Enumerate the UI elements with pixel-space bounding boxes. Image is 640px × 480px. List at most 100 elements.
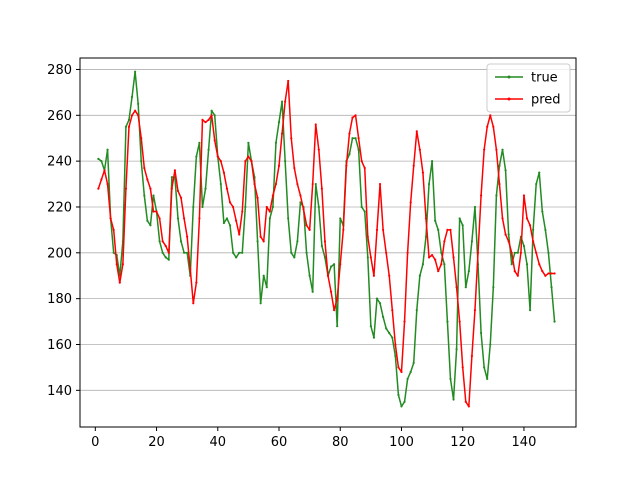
data-point [320,244,323,248]
data-point [256,196,259,199]
data-point [198,141,201,144]
data-point [124,125,128,128]
data-point [326,274,330,277]
data-point [323,240,327,243]
x-tick-label: 80 [332,435,349,450]
data-point [385,327,388,330]
data-point [183,217,186,220]
data-point [268,210,271,213]
data-point [228,224,232,227]
data-point [409,370,412,374]
data-point [455,347,458,351]
data-point [443,263,446,266]
data-point [127,118,131,121]
data-point [424,235,428,238]
data-point [400,405,403,408]
data-point [201,118,204,121]
data-point [486,125,489,128]
data-point [265,205,268,209]
data-point [412,361,415,364]
data-point [348,153,351,156]
data-point [262,274,265,277]
data-point [443,240,446,243]
data-point [228,201,232,204]
data-point [440,263,443,266]
data-point [134,109,137,112]
data-point [250,160,253,163]
data-point [213,139,216,142]
data-point [207,148,210,151]
data-point [222,171,225,174]
data-point [210,114,213,117]
data-point [265,286,268,289]
data-point [256,240,259,243]
data-point [247,141,250,144]
series-line [97,80,555,408]
y-tick-label: 140 [47,384,72,399]
legend-box [486,63,571,113]
data-point [106,182,109,186]
data-point [241,210,244,213]
data-point [339,263,342,266]
data-point [293,166,296,170]
data-point [216,155,219,158]
data-point [137,102,140,105]
data-point [274,141,278,144]
data-point [284,100,287,103]
data-point [427,182,431,186]
series-pred [97,79,556,408]
data-point [259,302,262,305]
data-point [277,121,281,124]
data-point [314,182,317,186]
data-point [366,256,369,259]
data-point [164,244,167,248]
data-point [492,125,495,128]
data-point [225,187,229,190]
data-point [192,302,195,305]
y-tick-label: 160 [47,338,72,353]
data-point [296,182,299,186]
data-point [100,160,103,163]
data-point [553,320,556,323]
data-point [382,315,385,319]
data-point [146,219,149,222]
data-point [277,164,281,167]
data-point [143,194,146,197]
data-point [525,217,529,220]
data-point [259,235,262,238]
legend-label-true: true [531,71,558,86]
data-point [492,286,495,289]
data-point [308,228,311,231]
data-point [473,309,477,312]
data-point [351,137,354,140]
data-point [235,219,238,222]
data-point [372,336,376,339]
data-point [179,240,183,243]
legend: true pred [486,63,571,113]
data-point [311,290,314,293]
data-point [179,196,183,199]
data-point [510,263,513,266]
data-point [290,137,293,140]
data-point [320,187,323,190]
data-point [486,377,489,380]
data-point [317,205,320,209]
legend-marker-pred [507,97,511,101]
data-point [152,210,155,213]
data-point [382,228,385,231]
data-point [504,169,507,172]
data-point [170,187,173,190]
data-point [369,256,372,259]
data-point [284,160,287,163]
data-point [167,258,170,261]
data-point [421,263,425,266]
data-point [550,272,553,275]
x-axis: 0 20 40 60 80 100 120 140 [91,427,536,450]
data-point [351,116,354,119]
data-point [130,114,134,117]
data-point [431,160,434,163]
data-point [437,228,440,231]
data-point [103,169,106,172]
data-point [522,194,526,197]
data-point [109,217,112,220]
